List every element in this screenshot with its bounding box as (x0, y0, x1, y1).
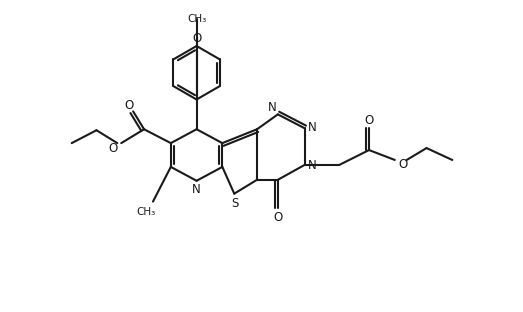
Text: O: O (109, 142, 118, 154)
Text: N: N (308, 159, 317, 173)
Text: O: O (192, 32, 201, 45)
Text: O: O (398, 158, 407, 171)
Text: O: O (273, 211, 282, 224)
Text: S: S (232, 197, 239, 210)
Text: N: N (268, 101, 276, 114)
Text: CH₃: CH₃ (137, 207, 156, 217)
Text: N: N (192, 183, 201, 196)
Text: N: N (308, 121, 317, 134)
Text: CH₃: CH₃ (187, 14, 206, 24)
Text: O: O (124, 99, 134, 112)
Text: O: O (365, 114, 373, 127)
